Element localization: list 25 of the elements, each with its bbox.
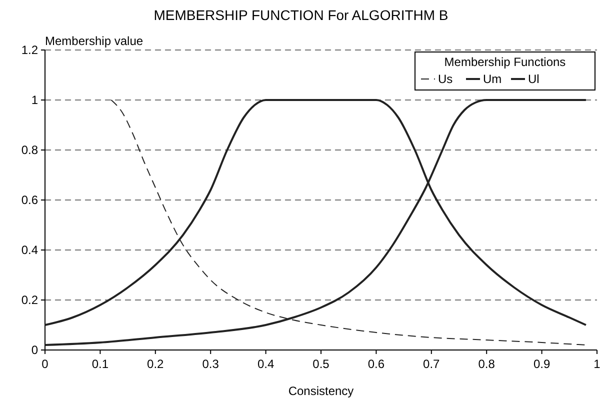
x-tick-label: 0 (42, 357, 49, 371)
y-tick-label: 0.2 (21, 293, 38, 307)
legend-label: Us (438, 72, 453, 86)
x-tick-label: 0.3 (202, 357, 220, 371)
legend-label: Um (483, 72, 502, 86)
y-tick-label: 0.8 (21, 143, 38, 157)
x-tick-label: 0.8 (478, 357, 496, 371)
chart-title: MEMBERSHIP FUNCTION For ALGORITHM B (154, 7, 448, 23)
legend-label: Ul (528, 72, 540, 86)
x-tick-label: 0.5 (312, 357, 330, 371)
legend-title: Membership Functions (444, 55, 566, 69)
y-axis-title: Membership value (45, 34, 144, 48)
x-tick-label: 1 (594, 357, 601, 371)
x-tick-label: 0.1 (92, 357, 109, 371)
y-tick-label: 1.2 (21, 43, 38, 57)
x-tick-label: 0.6 (368, 357, 385, 371)
y-tick-label: 1 (31, 93, 38, 107)
y-tick-label: 0 (31, 343, 38, 357)
y-tick-label: 0.6 (21, 193, 38, 207)
x-tick-label: 0.7 (423, 357, 440, 371)
y-tick-label: 0.4 (21, 243, 38, 257)
x-tick-label: 0.4 (257, 357, 274, 371)
x-tick-label: 0.2 (147, 357, 164, 371)
x-axis-title: Consistency (288, 384, 354, 398)
x-tick-label: 0.9 (533, 357, 550, 371)
